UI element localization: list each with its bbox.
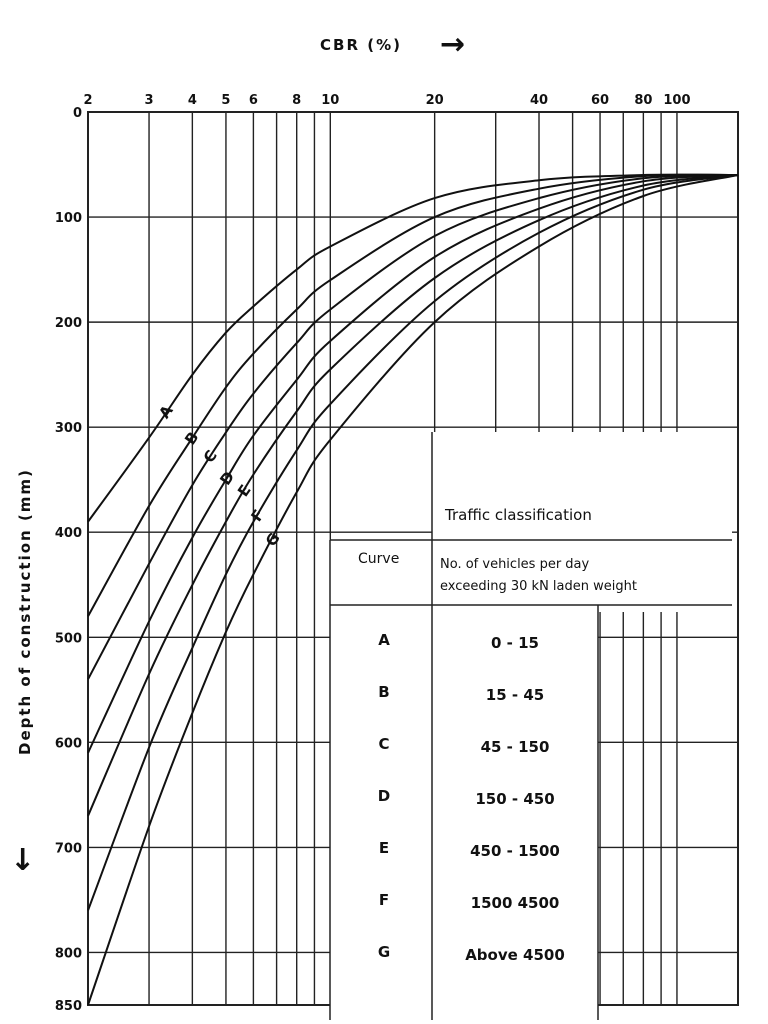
x-tick-label: 60 bbox=[591, 93, 609, 108]
y-tick-label: 500 bbox=[55, 631, 82, 646]
curve-label-d: D bbox=[216, 468, 238, 489]
x-tick-label: 8 bbox=[292, 93, 301, 108]
y-tick-label: 200 bbox=[55, 316, 82, 331]
x-tick-label: 2 bbox=[83, 93, 92, 108]
table-row-vehicles: 450 - 1500 bbox=[470, 842, 560, 860]
y-axis-title: Depth of construction (mm) bbox=[16, 468, 34, 755]
table-title: Traffic classification bbox=[444, 506, 592, 524]
curve-g bbox=[87, 174, 739, 1006]
x-axis-title: CBR (%) bbox=[320, 36, 402, 54]
x-tick-label: 40 bbox=[530, 93, 548, 108]
curve-f bbox=[87, 174, 739, 911]
table-row: D 150 - 450 bbox=[378, 787, 555, 808]
table-row: F 1500 4500 bbox=[379, 891, 559, 912]
y-tick-label: 800 bbox=[55, 946, 82, 961]
curve-label-c: C bbox=[200, 447, 221, 466]
curve-d bbox=[87, 174, 739, 754]
vehicles-column-header-line1: No. of vehicles per day bbox=[440, 557, 590, 572]
table-row-curve: A bbox=[378, 631, 390, 649]
table-row-curve: B bbox=[378, 683, 389, 701]
y-tick-label: 300 bbox=[55, 421, 82, 436]
table-row: G Above 4500 bbox=[378, 943, 565, 964]
x-tick-label: 5 bbox=[221, 93, 230, 108]
table-row: E 450 - 1500 bbox=[379, 839, 560, 860]
table-row: C 45 - 150 bbox=[378, 735, 549, 756]
table-row-vehicles: 45 - 150 bbox=[481, 738, 550, 756]
table-row-vehicles: 1500 4500 bbox=[471, 894, 560, 912]
x-tick-label: 80 bbox=[634, 93, 652, 108]
table-row: B 15 - 45 bbox=[378, 683, 544, 704]
table-row-curve: D bbox=[378, 787, 390, 805]
curve-a bbox=[87, 173, 739, 523]
table-row-vehicles: 150 - 450 bbox=[475, 790, 554, 808]
table-row-vehicles: Above 4500 bbox=[465, 946, 565, 964]
curve-c bbox=[87, 174, 739, 680]
curve-label-f: F bbox=[247, 506, 268, 525]
x-tick-label: 20 bbox=[426, 93, 444, 108]
y-tick-label: 850 bbox=[55, 999, 82, 1014]
x-tick-label: 4 bbox=[188, 93, 197, 108]
curve-label-b: B bbox=[181, 428, 202, 448]
x-tick-label: 3 bbox=[145, 93, 154, 108]
vehicles-column-header-line2: exceeding 30 kN laden weight bbox=[440, 579, 637, 594]
curve-label-a: A bbox=[155, 402, 177, 422]
tick-label-layer: 2 3 4 5 6 8 10 20 40 60 80 100 0 100 200 300 400 500 600 70… bbox=[55, 93, 691, 1014]
x-axis-arrow-icon: → bbox=[440, 27, 465, 62]
table-row-vehicles: 15 - 45 bbox=[486, 686, 544, 704]
curve-b bbox=[87, 173, 739, 617]
curve-column-header: Curve bbox=[358, 551, 399, 567]
table-row-curve: C bbox=[378, 735, 389, 753]
curve-label-e: E bbox=[234, 481, 255, 500]
table-row-vehicles: 0 - 15 bbox=[491, 634, 539, 652]
y-tick-label: 0 bbox=[73, 106, 82, 121]
traffic-classification-table: Traffic classification Curve No. of vehi… bbox=[329, 432, 732, 1020]
table-row-curve: G bbox=[378, 943, 390, 961]
table-background-rows bbox=[330, 605, 598, 1020]
y-tick-label: 400 bbox=[55, 526, 82, 541]
curve-e bbox=[87, 174, 739, 817]
y-tick-label: 100 bbox=[55, 211, 82, 226]
y-tick-label: 700 bbox=[55, 841, 82, 856]
table-row: A 0 - 15 bbox=[378, 631, 539, 652]
table-row-curve: F bbox=[379, 891, 389, 909]
x-tick-label: 6 bbox=[249, 93, 258, 108]
y-axis-arrow-icon: ↓ bbox=[10, 843, 35, 878]
y-tick-label: 600 bbox=[55, 736, 82, 751]
table-row-curve: E bbox=[379, 839, 389, 857]
x-tick-label: 10 bbox=[321, 93, 339, 108]
x-tick-label: 100 bbox=[663, 93, 690, 108]
